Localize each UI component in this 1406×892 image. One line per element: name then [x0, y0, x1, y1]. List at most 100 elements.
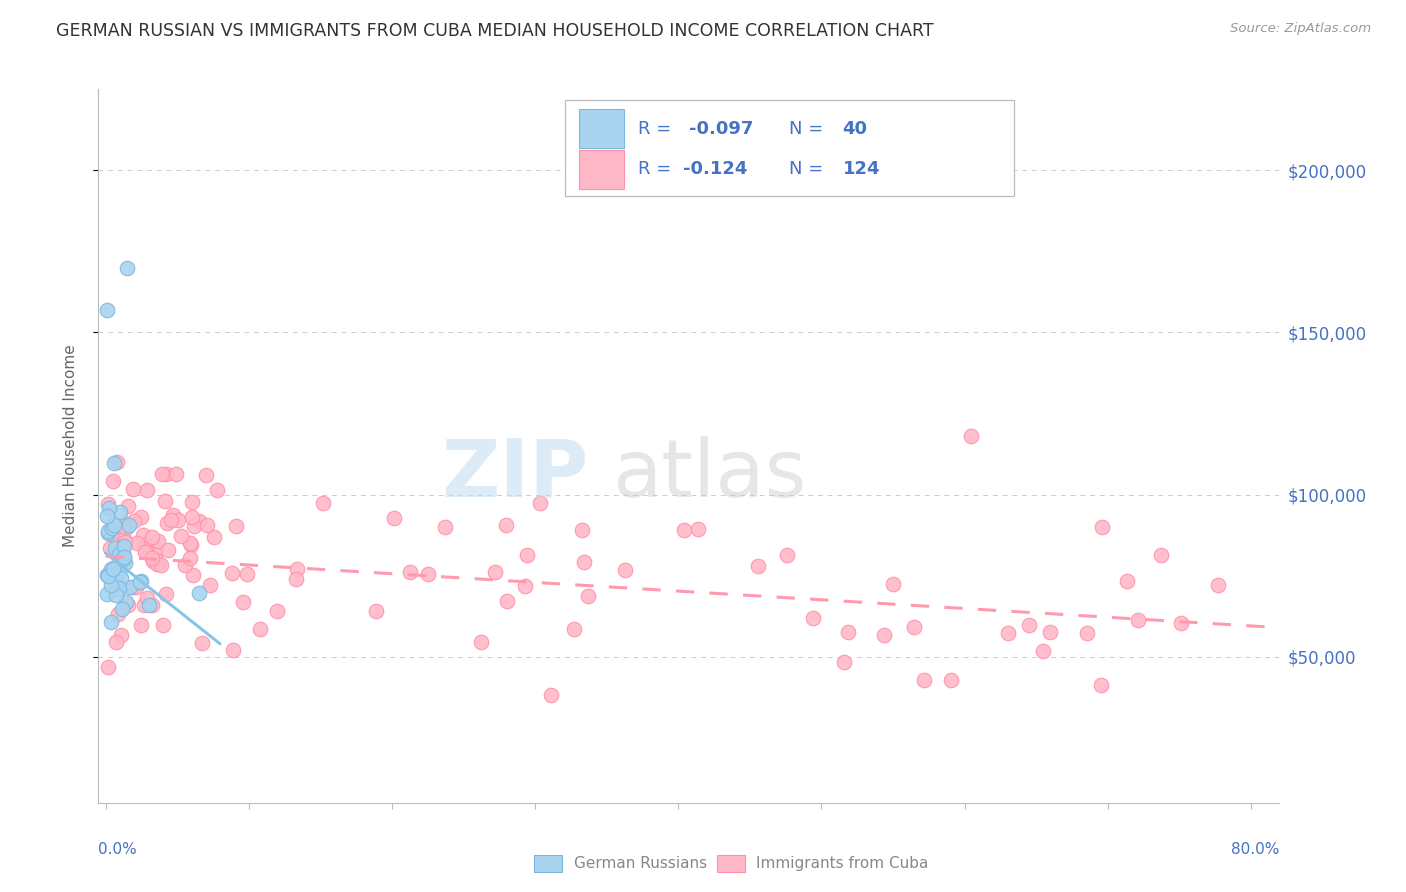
Point	[108, 565, 131, 579]
FancyBboxPatch shape	[565, 100, 1014, 196]
Point	[152, 618, 174, 632]
Point	[366, 604, 388, 618]
Point	[114, 556, 136, 570]
Point	[103, 456, 125, 470]
Point	[205, 483, 228, 498]
Point	[96, 568, 118, 582]
Point	[1032, 644, 1054, 658]
Point	[97, 660, 120, 674]
Point	[516, 548, 538, 562]
Point	[1150, 549, 1173, 563]
Text: ZIP: ZIP	[441, 435, 589, 514]
Point	[115, 595, 138, 609]
Point	[110, 628, 132, 642]
Point	[105, 582, 128, 596]
Point	[104, 635, 127, 649]
Point	[110, 571, 132, 585]
Point	[124, 581, 146, 595]
Point	[97, 524, 120, 538]
Point	[187, 514, 209, 528]
Point	[112, 548, 135, 562]
Point	[107, 581, 129, 595]
Point	[100, 578, 122, 592]
Text: GERMAN RUSSIAN VS IMMIGRANTS FROM CUBA MEDIAN HOUSEHOLD INCOME CORRELATION CHART: GERMAN RUSSIAN VS IMMIGRANTS FROM CUBA M…	[56, 22, 934, 40]
Point	[128, 575, 150, 590]
Point	[572, 555, 595, 569]
Point	[111, 553, 134, 567]
Point	[266, 604, 288, 618]
Point	[1076, 626, 1098, 640]
Point	[153, 494, 176, 508]
Point	[114, 535, 136, 549]
Point	[801, 611, 824, 625]
Bar	[579, 109, 624, 148]
Point	[1116, 574, 1139, 589]
Point	[146, 533, 169, 548]
Point	[529, 496, 551, 510]
Point	[174, 558, 197, 572]
Point	[167, 513, 190, 527]
Point	[959, 429, 981, 443]
Point	[145, 552, 167, 566]
Point	[1128, 613, 1150, 627]
Point	[832, 655, 855, 669]
Point	[285, 572, 308, 586]
Point	[202, 530, 225, 544]
Point	[837, 625, 859, 640]
Point	[312, 495, 335, 509]
Text: -0.124: -0.124	[683, 161, 748, 178]
Point	[903, 619, 925, 633]
Point	[225, 518, 247, 533]
Point	[686, 522, 709, 536]
Point	[1208, 578, 1230, 592]
Point	[146, 558, 169, 572]
Point	[157, 543, 180, 558]
Point	[131, 574, 153, 588]
Point	[104, 541, 127, 556]
Point	[101, 562, 124, 576]
Point	[232, 595, 254, 609]
Point	[484, 566, 506, 580]
Point	[136, 483, 159, 498]
Point	[115, 520, 138, 534]
Point	[96, 509, 118, 524]
Point	[97, 526, 120, 541]
Point	[129, 510, 152, 524]
Point	[112, 539, 135, 553]
Point	[159, 513, 181, 527]
Point	[1018, 618, 1040, 632]
Point	[124, 514, 146, 528]
Point	[1090, 520, 1112, 534]
Point	[118, 518, 141, 533]
Point	[221, 566, 243, 580]
Point	[540, 689, 562, 703]
Point	[249, 622, 271, 636]
Point	[285, 562, 308, 576]
Point	[100, 526, 122, 541]
Point	[165, 467, 187, 481]
Point	[96, 587, 118, 601]
Point	[882, 577, 904, 591]
Point	[117, 500, 139, 514]
Point	[104, 560, 127, 574]
Point	[1170, 616, 1192, 631]
Point	[101, 474, 124, 488]
Point	[195, 517, 218, 532]
Point	[236, 567, 259, 582]
Point	[179, 535, 201, 549]
Text: R =: R =	[638, 120, 678, 137]
Point	[222, 643, 245, 657]
Point	[108, 547, 131, 561]
Point	[97, 497, 120, 511]
Point	[117, 598, 139, 612]
Point	[776, 548, 799, 562]
Point	[181, 495, 204, 509]
Text: N =: N =	[789, 161, 830, 178]
Point	[382, 510, 405, 524]
Point	[200, 578, 222, 592]
Point	[97, 567, 120, 582]
Point	[98, 569, 121, 583]
Point	[112, 546, 135, 560]
Point	[111, 519, 134, 533]
Point	[495, 518, 517, 533]
